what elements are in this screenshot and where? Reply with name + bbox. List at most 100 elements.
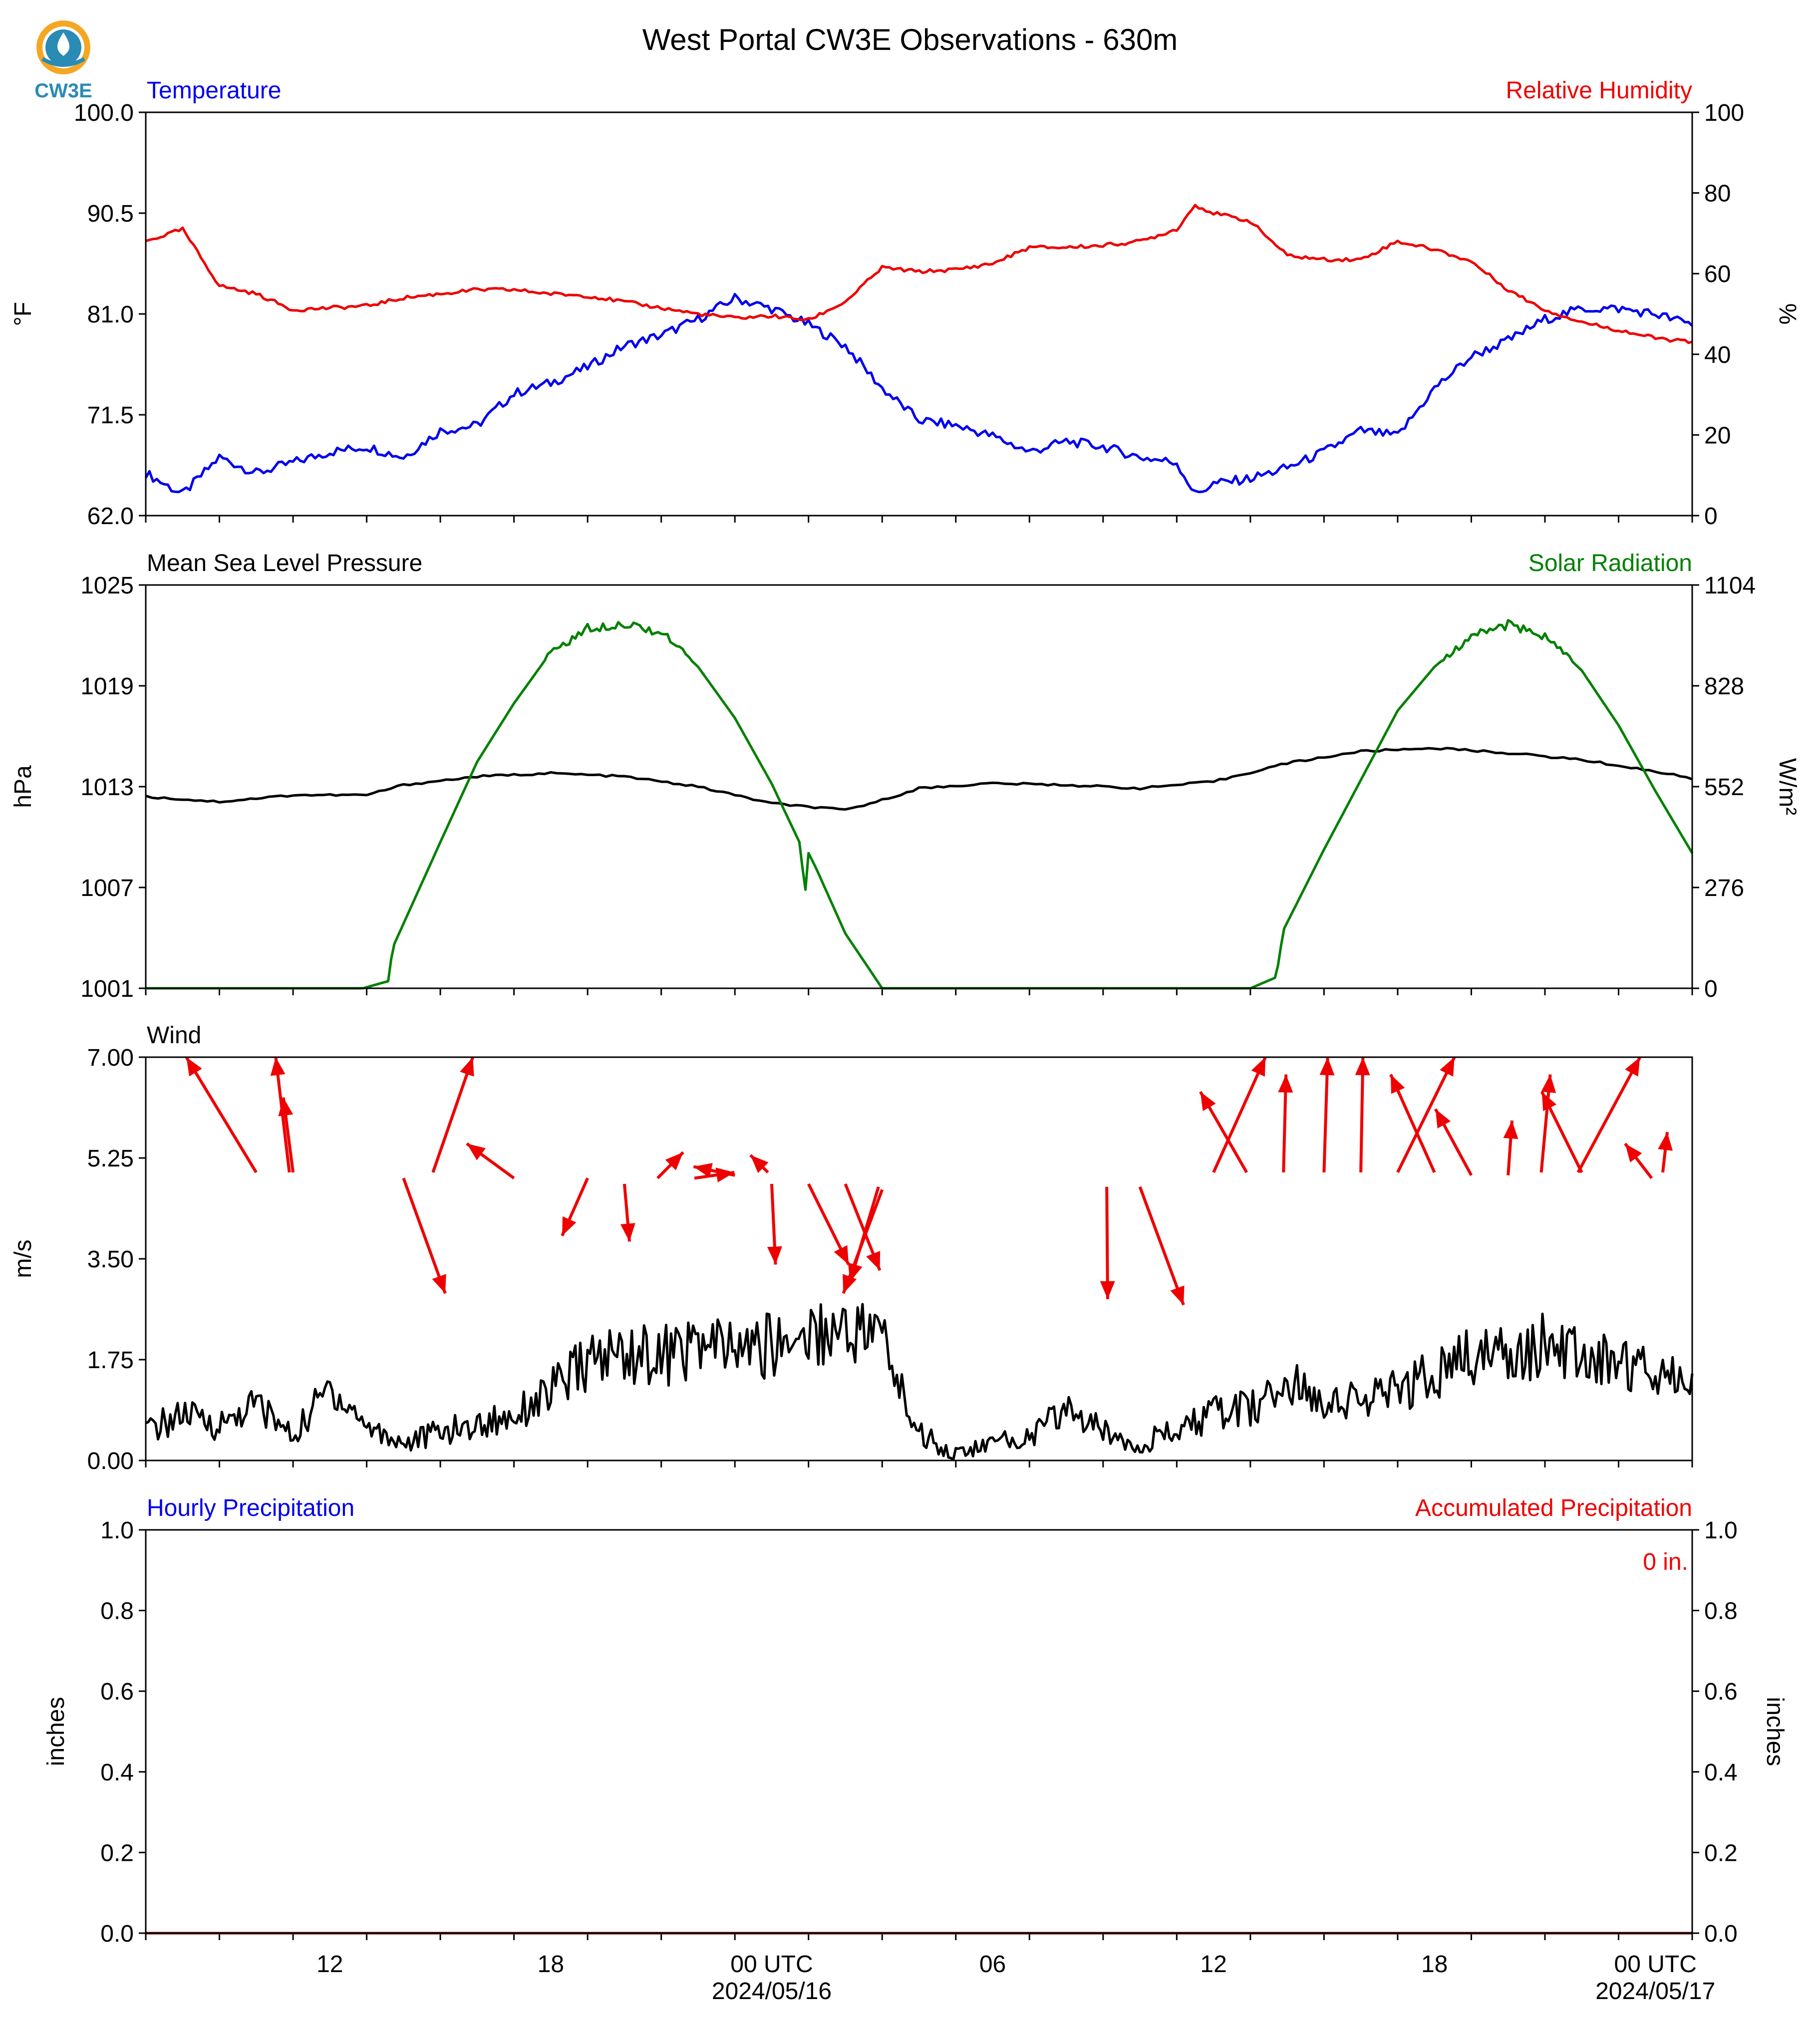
panel-right-title: Solar Radiation xyxy=(1528,550,1692,577)
panel-frame xyxy=(145,1529,1693,1934)
y-tick-label: 3.50 xyxy=(87,1246,134,1273)
y-tick-label: 7.00 xyxy=(87,1045,134,1071)
wind-vector xyxy=(1624,1143,1653,1179)
wind-vector-head xyxy=(665,1152,683,1170)
y-tick-label: 90.5 xyxy=(87,201,134,227)
wind-vector-head xyxy=(1100,1281,1115,1299)
x-tick-label: 00 UTC xyxy=(1614,1951,1697,1978)
y-tick-label: 0.6 xyxy=(100,1679,134,1705)
wind-vector xyxy=(561,1177,589,1237)
wind-vector-head xyxy=(1355,1057,1370,1076)
wind-vector-head xyxy=(693,1162,713,1178)
panel-left-title: Temperature xyxy=(147,77,281,104)
wind-vector xyxy=(842,1189,884,1294)
wind-vector-head xyxy=(1278,1074,1293,1093)
wind-vector xyxy=(620,1183,635,1242)
x-tick-label: 18 xyxy=(538,1951,564,1978)
wind-vector-head xyxy=(750,1155,769,1173)
y-axis-label: hPa xyxy=(10,765,36,808)
wind-vector-head xyxy=(1541,1092,1557,1112)
y2-tick-label: 552 xyxy=(1704,774,1744,801)
wind-vector-head xyxy=(432,1274,446,1294)
wind-vector xyxy=(749,1154,769,1173)
x-tick-label: 18 xyxy=(1421,1951,1448,1978)
wind-vector xyxy=(767,1183,782,1265)
wind-vector-head xyxy=(1440,1057,1455,1077)
wind-vector xyxy=(1396,1056,1456,1173)
wind-vector-shaft xyxy=(1138,1186,1185,1306)
y2-tick-label: 80 xyxy=(1704,181,1731,207)
panel-left-title: Hourly Precipitation xyxy=(147,1495,354,1521)
wind-vector-head xyxy=(1319,1057,1335,1076)
wind-vector xyxy=(1355,1057,1370,1172)
y2-tick-label: 60 xyxy=(1704,261,1731,288)
wind-vector xyxy=(1212,1056,1267,1173)
wind-vector-head xyxy=(1625,1144,1642,1162)
y2-tick-label: 1.0 xyxy=(1704,1517,1738,1544)
wind-vector-head xyxy=(460,1057,474,1077)
wind-vector xyxy=(402,1177,447,1294)
wind-vector-head xyxy=(270,1057,286,1076)
series-line xyxy=(145,204,1693,344)
y2-axis-label: % xyxy=(1774,303,1801,325)
series-line xyxy=(145,1303,1694,1461)
y-axis-label: m/s xyxy=(10,1239,36,1278)
wind-vector xyxy=(1100,1186,1115,1299)
wind-vector-head xyxy=(562,1216,577,1236)
y2-tick-label: 0 xyxy=(1704,976,1718,1002)
y-axis-label: inches xyxy=(43,1697,69,1766)
wind-vector xyxy=(693,1162,735,1178)
wind-vector-head xyxy=(1390,1074,1405,1094)
y2-tick-label: 20 xyxy=(1704,422,1731,449)
wind-vector xyxy=(1658,1132,1673,1173)
y2-axis-label: W/m² xyxy=(1774,758,1801,816)
y-tick-label: 1007 xyxy=(80,875,134,901)
y-tick-label: 1019 xyxy=(80,673,134,700)
wind-vector-shaft xyxy=(1322,1057,1329,1172)
wind-vector-head xyxy=(620,1223,635,1242)
wind-vector xyxy=(278,1097,295,1173)
y-tick-label: 1025 xyxy=(80,573,134,599)
series-line xyxy=(146,619,1694,990)
y2-tick-label: 0.6 xyxy=(1704,1679,1738,1705)
y2-tick-label: 1104 xyxy=(1704,573,1756,599)
wind-vector-head xyxy=(866,1251,881,1271)
wind-vector xyxy=(1278,1074,1293,1172)
wind-vector xyxy=(656,1151,684,1179)
wind-vector xyxy=(1576,1056,1642,1173)
wind-vector-shaft xyxy=(1396,1056,1456,1173)
x-tick-date-label: 2024/05/17 xyxy=(1595,1978,1715,2005)
panel-temperature-humidity: Temperature Relative Humidity 62.0 71.5 81.0… xyxy=(10,77,1801,530)
y-tick-label: 1001 xyxy=(80,976,134,1002)
wind-vector xyxy=(1319,1057,1335,1172)
y2-tick-label: 0.8 xyxy=(1704,1598,1738,1625)
y-tick-label: 62.0 xyxy=(87,503,134,530)
wind-vector xyxy=(431,1057,475,1173)
series-line xyxy=(144,292,1693,494)
wind-vector-head xyxy=(1541,1074,1556,1093)
panel-frame xyxy=(145,1056,1693,1461)
cw3e-logo-icon: CW3E xyxy=(34,20,92,102)
wind-vector xyxy=(1540,1091,1583,1173)
y-tick-label: 81.0 xyxy=(87,301,134,328)
y-tick-label: 1.0 xyxy=(100,1517,134,1544)
wind-vector-head xyxy=(467,1144,486,1160)
wind-vector-shaft xyxy=(842,1189,884,1294)
panel-left-title: Wind xyxy=(147,1022,201,1049)
y-axis-label: °F xyxy=(10,302,36,326)
y-tick-label: 100.0 xyxy=(74,100,134,126)
y-tick-label: 0.0 xyxy=(100,1921,134,1947)
y-tick-label: 0.8 xyxy=(100,1598,134,1625)
wind-vector xyxy=(1503,1120,1518,1175)
logo-text: CW3E xyxy=(34,80,92,102)
panel-precipitation: Hourly Precipitation Accumulated Precipit… xyxy=(43,1495,1788,2005)
wind-vector-head xyxy=(767,1246,782,1265)
wind-vector-shaft xyxy=(185,1056,258,1173)
x-tick-label: 00 UTC xyxy=(730,1951,813,1978)
panels: Temperature Relative Humidity 62.0 71.5 81.0… xyxy=(10,77,1801,2005)
wind-vector-shaft xyxy=(402,1177,447,1294)
wind-vector-shaft xyxy=(431,1057,475,1173)
x-tick-label: 12 xyxy=(1200,1951,1226,1978)
wind-vector-shaft xyxy=(1576,1056,1642,1173)
wind-vector xyxy=(1539,1074,1556,1173)
